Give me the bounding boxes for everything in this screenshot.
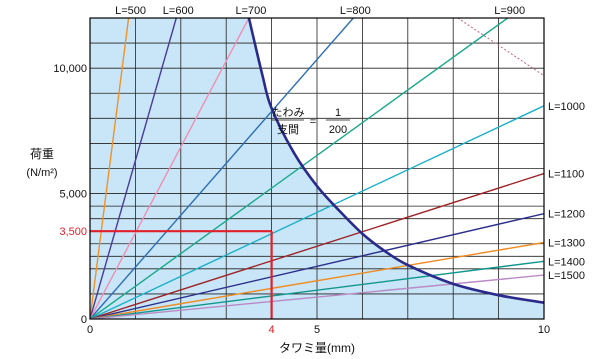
series-line-l-800 bbox=[90, 18, 354, 319]
series-labels: L=500 L=600 L=700 L=800 L=900 L=1000 L=1100 L=1… bbox=[115, 5, 585, 282]
series-label: L=1300 bbox=[548, 237, 585, 249]
series-label: L=1200 bbox=[548, 209, 585, 221]
formula-denominator-text: 支間 bbox=[277, 123, 299, 136]
series-lines bbox=[90, 18, 544, 319]
highlight-x-label: 4 bbox=[269, 324, 275, 336]
y-tick-label: 0 bbox=[81, 314, 87, 326]
y-axis-unit: (N/m²) bbox=[26, 167, 57, 179]
series-line-l-600 bbox=[90, 18, 177, 319]
series-label: L=1400 bbox=[548, 256, 585, 268]
tick-labels: 0 5 10 0 5,000 10,000 4 3,500 bbox=[53, 63, 550, 336]
series-line-l-900 bbox=[90, 18, 509, 319]
extra-dotted-line bbox=[457, 18, 544, 77]
y-axis-title: 荷重 bbox=[30, 147, 54, 161]
deflection-formula: たわみ 支間 = 1 200 bbox=[272, 106, 350, 136]
series-line-l-1500 bbox=[90, 274, 544, 319]
series-label: L=600 bbox=[163, 5, 194, 17]
series-line-l-1000 bbox=[90, 105, 544, 319]
deflection-limit-curve bbox=[247, 18, 544, 304]
y-tick-label: 10,000 bbox=[53, 63, 87, 75]
y-tick-label: 5,000 bbox=[59, 189, 87, 201]
plot-frame bbox=[89, 17, 545, 320]
formula-numerator-value: 1 bbox=[335, 107, 341, 119]
formula-equals: = bbox=[310, 116, 316, 128]
series-label: L=1100 bbox=[548, 169, 584, 181]
highlight-lines bbox=[90, 230, 273, 319]
series-line-l-1100 bbox=[90, 172, 544, 319]
series-label: L=800 bbox=[340, 5, 371, 17]
series-label: L=500 bbox=[115, 5, 146, 17]
x-tick-label: 5 bbox=[314, 324, 320, 336]
series-line-l-1200 bbox=[90, 212, 544, 319]
series-line-l-500 bbox=[90, 18, 130, 319]
series-line-l-700 bbox=[90, 18, 250, 319]
x-tick-label: 0 bbox=[87, 324, 93, 336]
series-line-l-1300 bbox=[90, 241, 544, 319]
formula-numerator-text: たわみ bbox=[272, 106, 305, 119]
series-label: L=900 bbox=[494, 5, 525, 17]
series-label: L=1500 bbox=[548, 270, 585, 282]
highlight-y-label: 3,500 bbox=[59, 226, 87, 238]
grid bbox=[90, 18, 544, 319]
x-tick-label: 10 bbox=[538, 324, 550, 336]
series-label: L=1000 bbox=[548, 101, 585, 113]
x-axis-title: タワミ量(mm) bbox=[279, 341, 355, 355]
deflection-limit-line bbox=[247, 18, 544, 304]
formula-denominator-value: 200 bbox=[329, 124, 347, 136]
series-line-l-1400 bbox=[90, 260, 544, 319]
series-label: L=700 bbox=[235, 5, 266, 17]
